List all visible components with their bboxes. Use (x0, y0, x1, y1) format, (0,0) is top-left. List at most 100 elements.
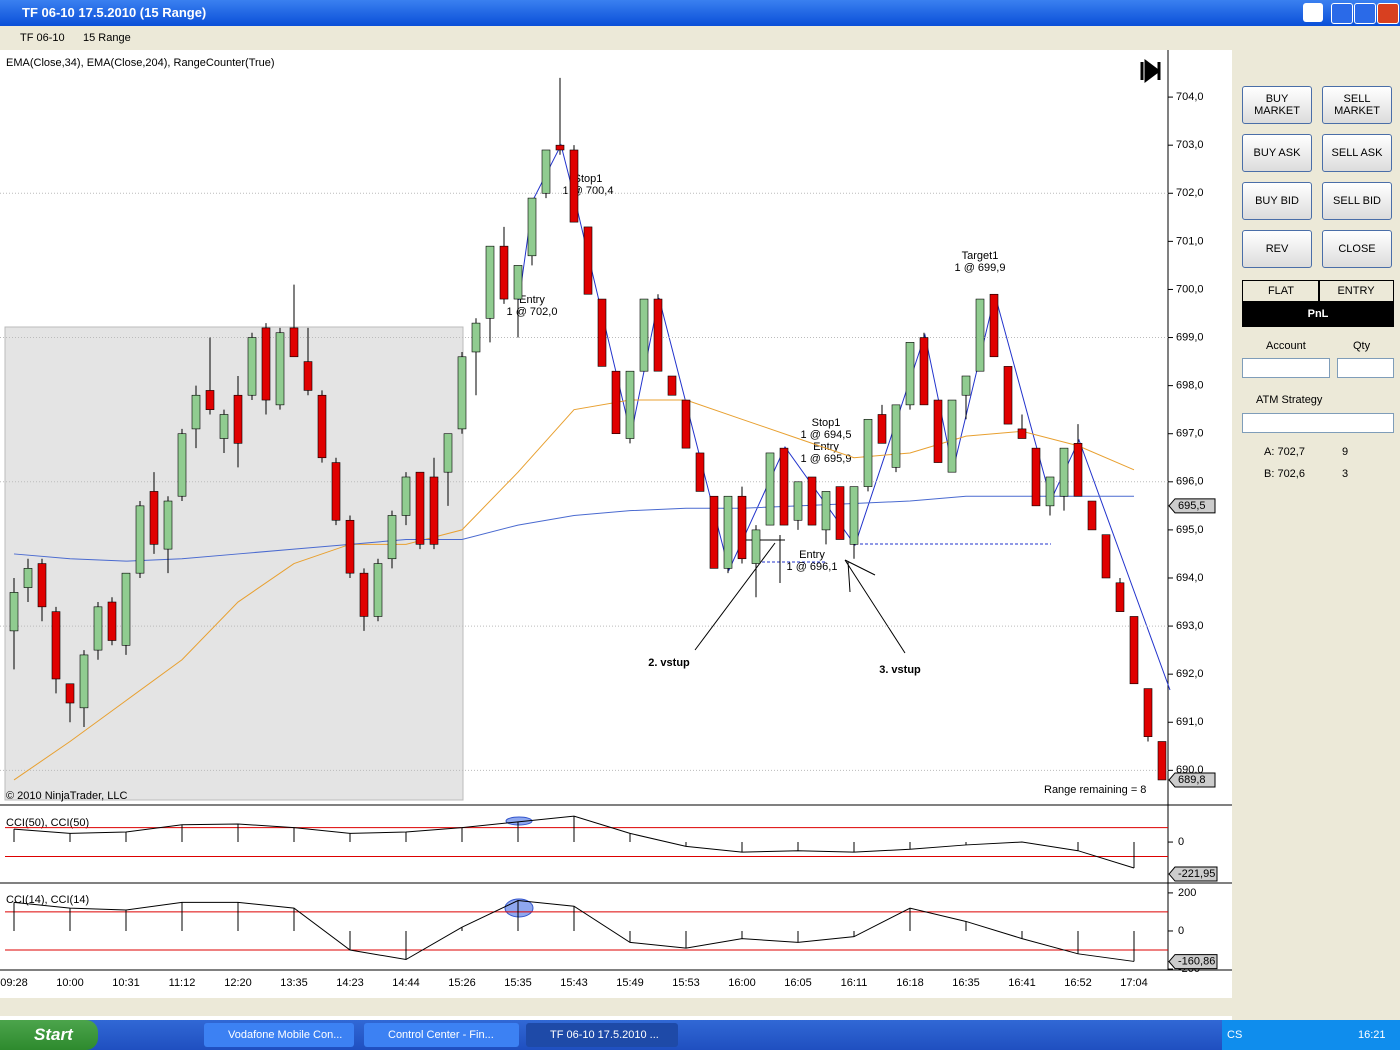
pnl: PnL (1242, 302, 1394, 327)
account-label: Account (1266, 340, 1306, 352)
candle-body (611, 370, 621, 435)
entry-tab[interactable]: ENTRY (1318, 280, 1394, 302)
candle-body (541, 149, 551, 194)
candle-body (1073, 443, 1083, 497)
account-select[interactable] (1242, 358, 1330, 378)
maximize[interactable] (1354, 3, 1376, 24)
qty-input[interactable] (1337, 358, 1394, 378)
y-tick-label: 200 (1178, 887, 1196, 899)
bid-size: 3 (1342, 468, 1349, 480)
buy-ask[interactable]: BUY ASK (1242, 134, 1312, 172)
task[interactable]: Control Center - Fin... (364, 1023, 519, 1047)
y-tick-label: 0 (1178, 925, 1184, 937)
close[interactable] (1377, 3, 1399, 24)
candle-body (65, 683, 75, 704)
clock: 16:21 (1358, 1029, 1386, 1041)
y-tick-label: 696,0 (1176, 476, 1204, 488)
value-flag (1168, 866, 1218, 882)
task[interactable]: Vodafone Mobile Con... (204, 1023, 354, 1047)
candle-body (37, 563, 47, 608)
x-tick-label: 17:04 (1120, 977, 1148, 989)
candle-body (107, 601, 117, 641)
candle-body (485, 245, 495, 319)
y-tick-label: 691,0 (1176, 716, 1204, 728)
copyright: © 2010 NinjaTrader, LLC (6, 790, 127, 802)
candle-body (989, 293, 999, 358)
instrument-select[interactable]: TF 06-10 (20, 32, 65, 44)
candle-body (9, 592, 19, 632)
y-tick-label: 702,0 (1176, 187, 1204, 199)
annotation: 2. vstup (648, 657, 690, 669)
candle-body (191, 394, 201, 430)
x-tick-label: 12:20 (224, 977, 252, 989)
y-tick-label: 704,0 (1176, 91, 1204, 103)
candle-body (975, 298, 985, 372)
candle-body (947, 399, 957, 473)
toolbar: TF 06-10 15 Range (0, 26, 1400, 50)
x-tick-label: 15:53 (672, 977, 700, 989)
rev[interactable]: REV (1242, 230, 1312, 268)
x-tick-label: 11:12 (169, 977, 196, 989)
candle-body (415, 471, 425, 545)
x-tick-label: 14:23 (336, 977, 364, 989)
candle-body (933, 399, 943, 463)
y-tick-label: 693,0 (1176, 620, 1204, 632)
annotation: Target1 (962, 250, 999, 262)
candle-body (723, 495, 733, 569)
start-button[interactable]: Start (0, 1020, 98, 1050)
cci-line (13, 815, 1135, 869)
price-flag-label: 689,8 (1178, 774, 1206, 786)
candle-body (471, 322, 481, 353)
minimize[interactable] (1331, 3, 1353, 24)
range-remaining: Range remaining = 8 (1044, 784, 1146, 796)
flat-tab[interactable]: FLAT (1242, 280, 1320, 302)
candle-body (667, 375, 677, 396)
sell-bid[interactable]: SELL BID (1322, 182, 1392, 220)
candle-body (597, 298, 607, 367)
candle-body (1157, 741, 1167, 781)
candle-body (751, 529, 761, 564)
period-select[interactable]: 15 Range (83, 32, 131, 44)
task[interactable]: TF 06-10 17.5.2010 ... (526, 1023, 678, 1047)
atm-select[interactable] (1242, 413, 1394, 433)
candle-body (877, 414, 887, 444)
buy-market[interactable]: BUY MARKET (1242, 86, 1312, 124)
x-tick-label: 10:00 (56, 977, 84, 989)
candle-body (93, 606, 103, 651)
sell-market[interactable]: SELL MARKET (1322, 86, 1392, 124)
candle-body (765, 452, 775, 526)
candle-body (499, 245, 509, 300)
x-tick-label: 15:35 (504, 977, 532, 989)
candle-body (1143, 688, 1153, 737)
candle-body (1031, 447, 1041, 507)
l-button[interactable] (1303, 3, 1323, 22)
annotation: 1 @ 695,9 (801, 453, 852, 465)
candle-body (625, 370, 635, 439)
value-flag-label: -160,86 (1178, 956, 1215, 968)
y-tick-label: 699,0 (1176, 331, 1204, 343)
y-tick-label: 703,0 (1176, 139, 1204, 151)
candle-body (1115, 582, 1125, 612)
candle-body (289, 327, 299, 358)
candle-body (121, 572, 131, 646)
annotation: Stop1 (812, 417, 841, 429)
y-tick-label: 698,0 (1176, 380, 1204, 392)
close-position[interactable]: CLOSE (1322, 230, 1392, 268)
qty-label: Qty (1353, 340, 1371, 352)
candle-body (695, 452, 705, 492)
annotation: 1 @ 702,0 (507, 306, 558, 318)
chart-area: EMA(Close,34), EMA(Close,204), RangeCoun… (0, 50, 1232, 1020)
sell-ask[interactable]: SELL ASK (1322, 134, 1392, 172)
candle-body (149, 491, 159, 545)
candle-body (709, 495, 719, 569)
price-flag (1168, 772, 1216, 788)
x-tick-label: 16:18 (896, 977, 924, 989)
y-tick-label: 0 (1178, 836, 1184, 848)
indicator-label: EMA(Close,34), EMA(Close,204), RangeCoun… (6, 57, 275, 69)
value-flag-label: -221,95 (1178, 868, 1215, 880)
candle-body (653, 298, 663, 372)
candle-body (1101, 534, 1111, 579)
buy-bid[interactable]: BUY BID (1242, 182, 1312, 220)
x-tick-label: 16:11 (841, 977, 868, 989)
